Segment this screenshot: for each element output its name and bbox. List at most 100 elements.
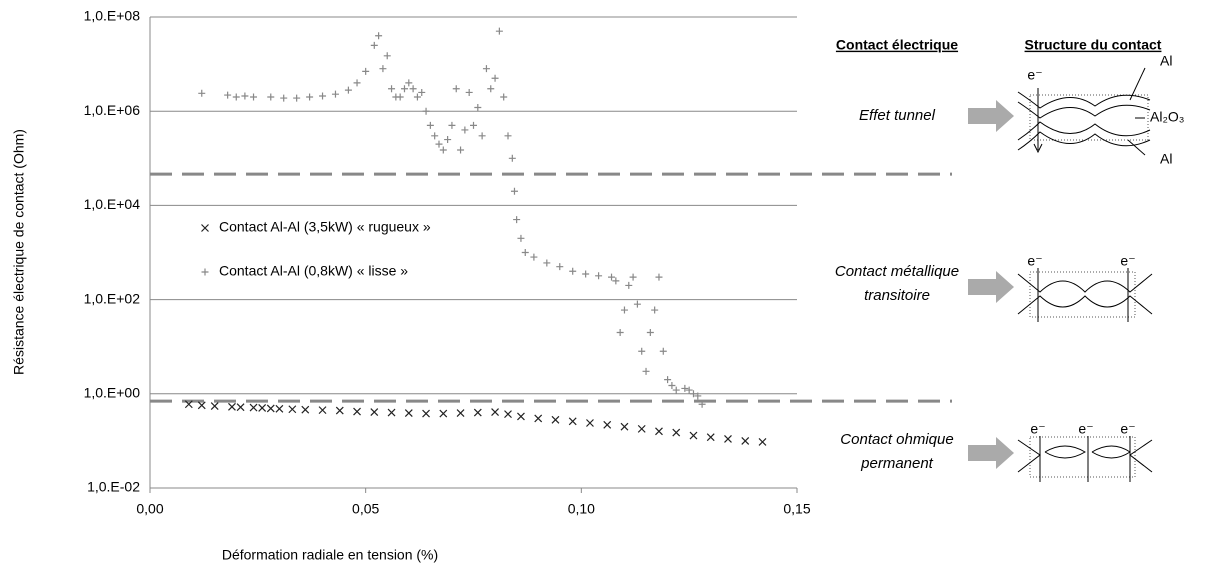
arrow xyxy=(968,437,1014,469)
point xyxy=(293,94,301,102)
electron: e⁻ xyxy=(1027,67,1042,83)
layer-label: Al xyxy=(1160,53,1172,69)
x-tick-label: 0,00 xyxy=(136,501,163,517)
point xyxy=(603,420,612,429)
point xyxy=(198,89,206,97)
point xyxy=(465,88,473,96)
point xyxy=(569,267,577,275)
point xyxy=(362,67,370,75)
point xyxy=(478,132,486,140)
point xyxy=(620,422,629,431)
point xyxy=(517,234,525,242)
point xyxy=(452,85,460,93)
point xyxy=(431,132,439,140)
point xyxy=(448,121,456,129)
point xyxy=(646,329,654,337)
point xyxy=(224,91,232,99)
point xyxy=(689,390,697,398)
y-axis-label: Résistance électrique de contact (Ohm) xyxy=(11,129,27,375)
point xyxy=(370,408,379,416)
y-tick-label: 1,0.E+06 xyxy=(84,102,141,118)
transitoire-diagram xyxy=(1017,268,1153,322)
point xyxy=(418,88,426,96)
point xyxy=(474,103,482,111)
point xyxy=(409,85,417,93)
layer-label: Al xyxy=(1160,151,1172,167)
point xyxy=(491,408,499,416)
point xyxy=(659,347,667,355)
layer-label: Al₂O₃ xyxy=(1150,109,1184,125)
ohmique-diagram xyxy=(1017,436,1153,482)
point xyxy=(491,74,499,82)
region-label: permanent xyxy=(860,455,934,472)
electron: e⁻ xyxy=(1027,253,1042,269)
point xyxy=(568,417,577,426)
point xyxy=(655,427,663,436)
point xyxy=(694,392,702,400)
point xyxy=(426,121,434,129)
point xyxy=(625,281,633,289)
point xyxy=(595,272,603,280)
region-label: Contact ohmique xyxy=(840,431,953,448)
point xyxy=(642,367,650,375)
point xyxy=(335,406,344,415)
point xyxy=(672,386,680,394)
legend-label: Contact Al-Al (0,8kW) « lisse » xyxy=(219,263,408,279)
electron: e⁻ xyxy=(1030,421,1045,437)
point xyxy=(439,409,448,418)
point xyxy=(530,253,538,261)
point xyxy=(582,270,590,278)
point xyxy=(758,438,767,446)
point xyxy=(331,90,339,98)
point xyxy=(556,263,564,271)
point xyxy=(249,403,258,412)
point xyxy=(655,273,663,281)
region-label: Effet tunnel xyxy=(859,107,936,124)
point xyxy=(461,126,469,134)
point xyxy=(288,405,297,414)
point xyxy=(495,27,503,35)
electron: e⁻ xyxy=(1120,421,1135,437)
point xyxy=(353,79,361,87)
point xyxy=(306,93,314,101)
point xyxy=(444,136,452,144)
point xyxy=(250,93,258,101)
arrow xyxy=(968,100,1014,132)
point xyxy=(388,85,396,93)
point xyxy=(370,41,378,49)
point xyxy=(685,386,693,394)
point xyxy=(521,249,529,256)
point xyxy=(236,403,245,412)
y-tick-label: 1,0.E+04 xyxy=(84,196,141,212)
point xyxy=(266,404,275,413)
point xyxy=(487,85,495,93)
point xyxy=(210,402,219,410)
point xyxy=(608,273,616,281)
point xyxy=(456,409,465,417)
point xyxy=(396,93,404,101)
point xyxy=(470,121,477,129)
diagrams xyxy=(968,67,1153,482)
legend-label: Contact Al-Al (3,5kW) « rugueux » xyxy=(219,219,431,235)
point xyxy=(482,65,490,73)
point xyxy=(500,93,508,101)
point xyxy=(698,400,706,408)
point xyxy=(267,93,275,101)
point xyxy=(318,406,327,415)
point xyxy=(543,259,551,267)
point xyxy=(504,132,512,140)
point xyxy=(612,277,620,285)
legend-marker xyxy=(201,268,209,276)
region-label: Contact métallique xyxy=(835,263,959,280)
point xyxy=(197,401,206,410)
point xyxy=(517,412,525,421)
point xyxy=(387,408,396,417)
point xyxy=(513,216,521,224)
point xyxy=(319,92,327,100)
tunnel-diagram xyxy=(1017,67,1151,156)
x-tick-label: 0,10 xyxy=(568,501,595,517)
point xyxy=(664,376,672,384)
point xyxy=(400,85,408,93)
point xyxy=(404,409,413,417)
